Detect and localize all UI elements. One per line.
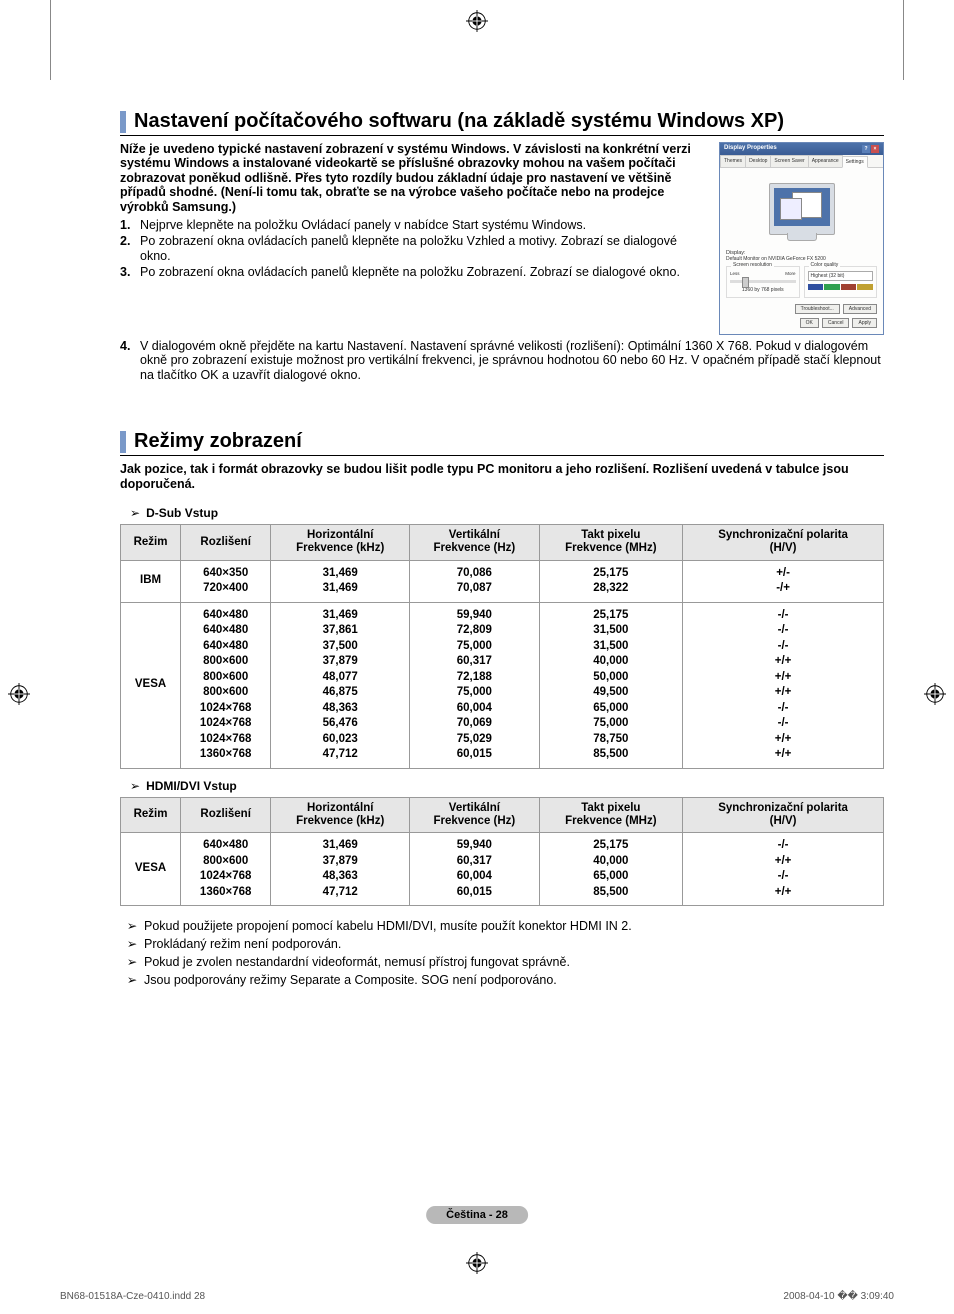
dialog-title: Display Properties [724,145,777,153]
table-row: IBM640×350720×40031,46931,46970,08670,08… [121,560,884,602]
column-header: Takt pixeluFrekvence (MHz) [539,525,683,560]
registration-mark-top [466,10,488,32]
column-header: Synchronizační polarita(H/V) [683,797,884,832]
column-header: Synchronizační polarita(H/V) [683,525,884,560]
registration-mark-right [924,683,946,705]
registration-mark-left [8,683,30,705]
heading-text: Režimy zobrazení [134,430,302,455]
step-item: 1.Nejprve klepněte na položku Ovládací p… [120,218,709,232]
intro-paragraph: Níže je uvedeno typické nastavení zobraz… [120,142,709,214]
dialog-tab[interactable]: Settings [842,156,868,168]
section-heading-software: Nastavení počítačového softwaru (na zákl… [120,110,884,136]
dialog-tab[interactable]: Appearance [808,155,843,167]
display-properties-dialog: Display Properties ?× ThemesDesktopScree… [719,142,884,335]
column-header: Rozlišení [181,797,271,832]
page-footer: BN68-01518A-Cze-0410.indd 28 2008-04-10 … [60,1291,894,1302]
table-row: VESA640×480640×480640×480800×600800×6008… [121,602,884,768]
resolution-slider[interactable] [730,280,796,283]
dialog-tab[interactable]: Desktop [745,155,771,167]
color-bars [808,284,874,290]
column-header: HorizontálníFrekvence (kHz) [271,525,410,560]
monitor-icon [769,183,835,235]
modes-subtitle: Jak pozice, tak i formát obrazovky se bu… [120,462,884,492]
column-header: Rozlišení [181,525,271,560]
advanced-button[interactable]: Advanced [843,304,877,314]
column-header: Takt pixeluFrekvence (MHz) [539,797,683,832]
dialog-tabs: ThemesDesktopScreen SaverAppearanceSetti… [720,155,883,168]
dialog-tab[interactable]: Screen Saver [770,155,808,167]
note-item: Jsou podporovány režimy Separate a Compo… [120,972,884,989]
column-header: VertikálníFrekvence (Hz) [410,525,539,560]
table-label-dsub: D-Sub Vstup [130,506,884,520]
step-item: 3.Po zobrazení okna ovládacích panelů kl… [120,265,709,279]
heading-text: Nastavení počítačového softwaru (na zákl… [134,110,784,135]
color-quality-group: Color quality Highest (32 bit) [804,266,878,298]
column-header: Režim [121,797,181,832]
dialog-tab[interactable]: Themes [720,155,746,167]
note-item: Pokud použijete propojení pomocí kabelu … [120,918,884,935]
step-item: 4.V dialogovém okně přejděte na kartu Na… [120,339,884,382]
table-label-hdmi: HDMI/DVI Vstup [130,779,884,793]
screen-resolution-group: Screen resolution LessMore 1360 by 768 p… [726,266,800,298]
table-row: VESA640×480800×6001024×7681360×76831,469… [121,833,884,906]
column-header: HorizontálníFrekvence (kHz) [271,797,410,832]
color-quality-select[interactable]: Highest (32 bit) [808,271,874,281]
apply-button[interactable]: Apply [852,318,877,328]
dialog-window-buttons: ?× [862,145,879,153]
notes-list: Pokud použijete propojení pomocí kabelu … [120,918,884,989]
column-header: VertikálníFrekvence (Hz) [410,797,539,832]
hdmi-table: RežimRozlišeníHorizontálníFrekvence (kHz… [120,797,884,907]
note-item: Prokládaný režim není podporován. [120,936,884,953]
step-item: 2.Po zobrazení okna ovládacích panelů kl… [120,234,709,263]
cancel-button[interactable]: Cancel [822,318,850,328]
footer-left: BN68-01518A-Cze-0410.indd 28 [60,1291,205,1302]
troubleshoot-button[interactable]: Troubleshoot... [795,304,840,314]
registration-mark-bottom [466,1252,488,1274]
resolution-value: 1360 by 768 pixels [730,287,796,293]
footer-right: 2008-04-10 �� 3:09:40 [783,1291,894,1302]
ok-button[interactable]: OK [800,318,819,328]
dsub-table: RežimRozlišeníHorizontálníFrekvence (kHz… [120,524,884,769]
column-header: Režim [121,525,181,560]
section-heading-modes: Režimy zobrazení [120,430,884,456]
page-badge: Čeština - 28 [426,1206,528,1224]
note-item: Pokud je zvolen nestandardní videoformát… [120,954,884,971]
